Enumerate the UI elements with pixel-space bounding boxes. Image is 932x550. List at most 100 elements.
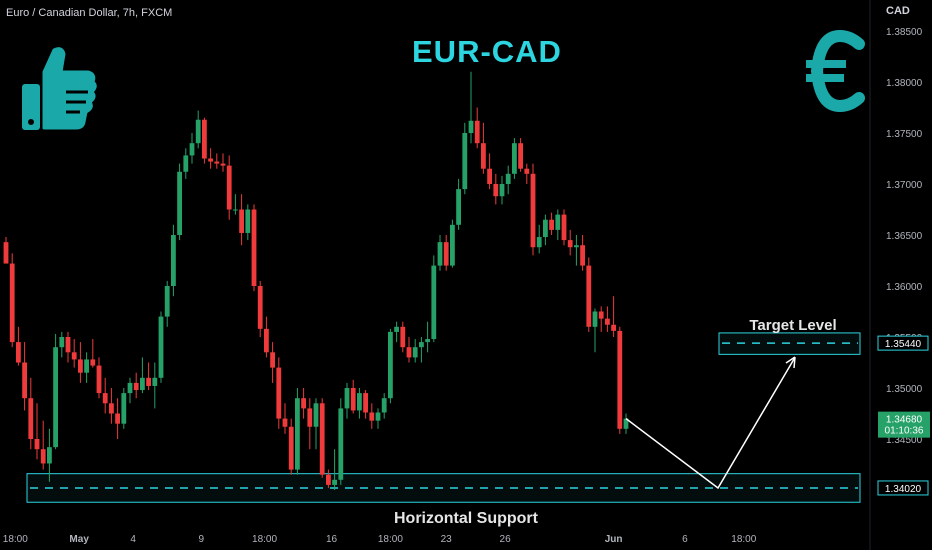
support-label: Horizontal Support xyxy=(394,510,539,527)
candle-body xyxy=(543,219,548,238)
candle-body xyxy=(177,171,182,235)
candle-body xyxy=(319,403,325,475)
candle-body xyxy=(456,189,461,225)
candle-body xyxy=(524,168,530,174)
candle-body xyxy=(90,359,96,366)
candle-body xyxy=(338,408,344,480)
candle-body xyxy=(195,119,201,144)
candle-body xyxy=(127,382,133,394)
candle-body xyxy=(164,286,170,317)
candle-body xyxy=(549,219,554,230)
current-price-label: 1.34680 xyxy=(886,415,923,426)
x-tick-label: Jun xyxy=(605,534,623,545)
x-tick-label: 23 xyxy=(441,534,453,545)
candle-body xyxy=(611,324,616,331)
candle-body xyxy=(102,393,108,404)
symbol-label: Euro / Canadian Dollar, 7h, FXCM xyxy=(6,7,173,19)
candle-body xyxy=(394,326,399,332)
candle-body xyxy=(307,408,313,427)
candle-body xyxy=(536,237,542,248)
y-tick-label: 1.37000 xyxy=(886,180,923,191)
x-tick-label: 18:00 xyxy=(252,534,277,545)
candle-body xyxy=(257,286,263,329)
target-label: Target Level xyxy=(749,317,836,334)
candle-body xyxy=(617,330,623,429)
candle-body xyxy=(152,377,158,386)
candle-body xyxy=(245,209,251,233)
candle-body xyxy=(567,240,573,248)
candle-body xyxy=(487,168,492,184)
candle-body xyxy=(47,447,52,464)
candle-body xyxy=(518,143,523,169)
currency-label: CAD xyxy=(886,5,910,17)
projection-path xyxy=(625,357,796,490)
candle-body xyxy=(59,337,65,348)
support-price-box xyxy=(877,480,929,496)
candle-body xyxy=(158,316,164,378)
x-tick-label: 9 xyxy=(199,534,205,545)
y-tick-label: 1.38500 xyxy=(886,27,923,38)
candle-body xyxy=(109,403,114,414)
x-tick-label: 18:00 xyxy=(378,534,403,545)
candle-body xyxy=(3,242,9,264)
candle-body xyxy=(171,235,176,286)
candle-body xyxy=(295,398,300,470)
candle-body xyxy=(276,367,282,419)
candle-body xyxy=(288,426,294,470)
candle-body xyxy=(605,318,610,325)
candle-body xyxy=(512,143,517,174)
candle-body xyxy=(251,209,257,286)
candle-body xyxy=(592,311,598,327)
target-price-box xyxy=(877,335,929,351)
candle-body xyxy=(462,133,468,190)
candle-body xyxy=(437,242,443,266)
candle-body xyxy=(220,163,226,166)
candle-body xyxy=(146,377,151,386)
candle-body xyxy=(121,393,127,424)
candle-body xyxy=(332,479,337,485)
candle-body xyxy=(369,412,375,421)
candle-body xyxy=(53,347,58,448)
target-price-label: 1.35440 xyxy=(885,339,922,350)
candle-body xyxy=(189,143,195,156)
candle-body xyxy=(270,352,275,368)
candle-body xyxy=(344,388,350,409)
candle-body xyxy=(40,449,46,464)
candle-body xyxy=(357,393,362,411)
candle-body xyxy=(301,398,306,409)
candle-body xyxy=(9,263,15,343)
candle-body xyxy=(388,331,393,399)
projection-arrowhead xyxy=(785,356,796,369)
candle-body xyxy=(65,337,71,353)
candle-body xyxy=(71,352,77,360)
candle-body xyxy=(561,214,567,241)
candle-body xyxy=(530,173,536,248)
candle-body xyxy=(425,339,430,343)
countdown-label: 01:10:36 xyxy=(885,426,924,437)
candle-body xyxy=(474,120,480,144)
chart-title: EUR-CAD xyxy=(412,34,562,69)
candle-body xyxy=(406,347,412,358)
candle-body xyxy=(115,413,120,424)
current-price-box xyxy=(878,411,930,438)
candle-body xyxy=(450,224,455,266)
candle-body xyxy=(96,365,102,394)
candle-body xyxy=(443,242,449,266)
candle-body xyxy=(140,377,145,391)
candle-body xyxy=(363,393,368,413)
candle-body xyxy=(202,119,207,159)
x-tick-label: 4 xyxy=(130,534,136,545)
candle-body xyxy=(586,265,592,327)
support-price-label: 1.34020 xyxy=(885,484,922,495)
candle-body xyxy=(580,245,585,266)
candle-body xyxy=(623,418,629,429)
candle-body xyxy=(555,214,561,230)
candle-body xyxy=(381,398,387,413)
candle-body xyxy=(313,403,319,427)
y-tick-label: 1.38000 xyxy=(886,78,923,89)
candle-body xyxy=(326,474,331,485)
candle-body xyxy=(350,388,356,411)
candle-body xyxy=(84,359,89,373)
candle-body xyxy=(28,398,34,439)
